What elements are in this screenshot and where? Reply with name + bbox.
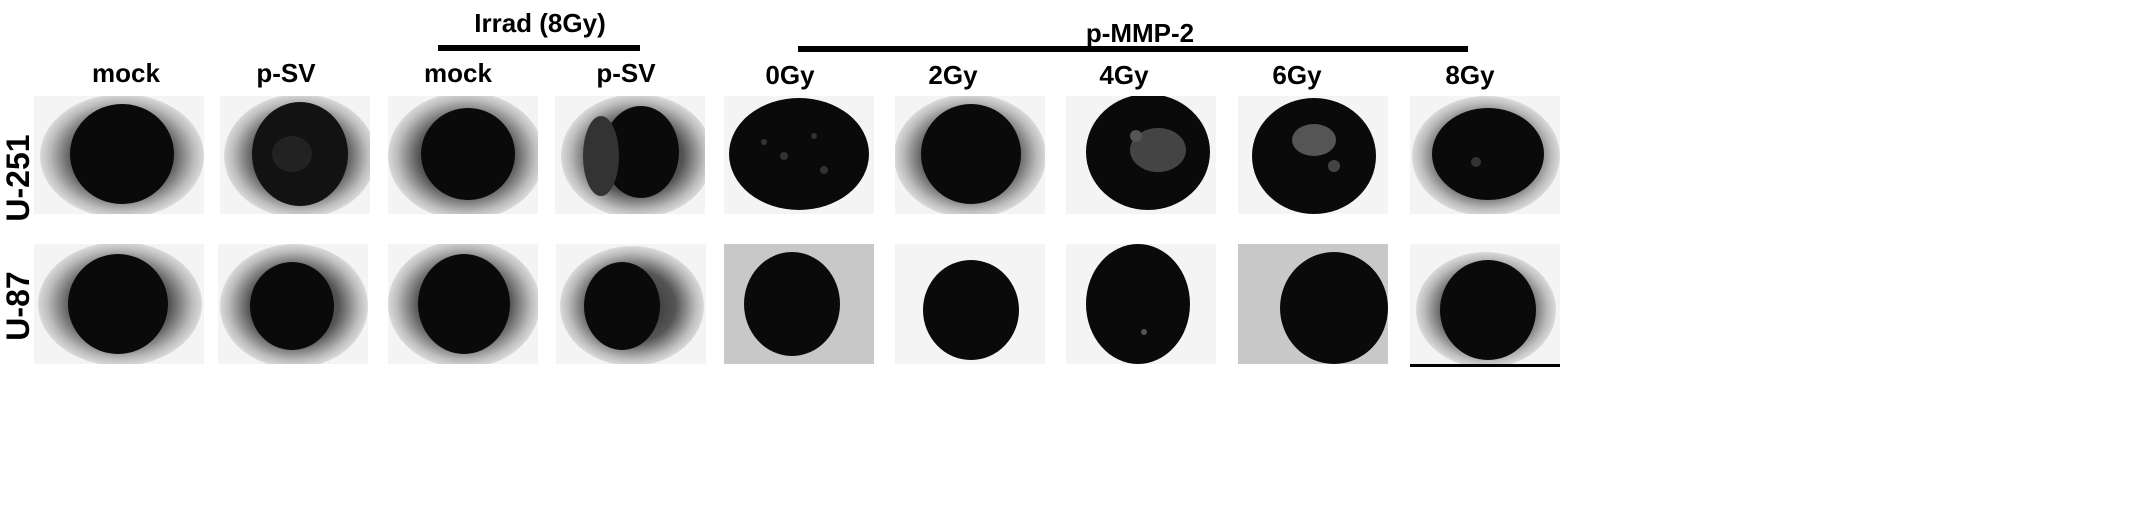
micrograph-u87-2gy bbox=[895, 244, 1045, 364]
micrograph-u87-irrad-mock bbox=[388, 244, 538, 364]
column-header-irrad-psv: p-SV bbox=[596, 58, 656, 88]
column-header-8gy: 8Gy bbox=[1445, 60, 1495, 90]
micrograph-u87-mock bbox=[34, 244, 204, 364]
micrograph-u251-2gy bbox=[895, 96, 1045, 214]
group-line-pmmp2 bbox=[798, 46, 1468, 52]
micrograph-u87-6gy bbox=[1238, 244, 1388, 364]
column-header-0gy: 0Gy bbox=[765, 60, 815, 90]
micrograph-u251-psv bbox=[220, 96, 370, 214]
group-label-pmmp2: p-MMP-2 bbox=[1085, 18, 1195, 48]
micrograph-u87-irrad-psv bbox=[556, 244, 706, 364]
micrograph-u87-0gy bbox=[724, 244, 874, 364]
micrograph-u251-8gy bbox=[1410, 96, 1560, 214]
micrograph-u251-irrad-psv bbox=[555, 96, 705, 214]
group-label-irrad: Irrad (8Gy) bbox=[474, 8, 606, 38]
micrograph-u87-8gy bbox=[1410, 244, 1560, 364]
micrograph-u251-4gy bbox=[1066, 96, 1216, 214]
micrograph-u87-psv bbox=[218, 244, 368, 364]
row-label-u87: U-87 bbox=[0, 271, 36, 341]
micrograph-u251-irrad-mock bbox=[388, 96, 538, 214]
micrograph-u87-4gy bbox=[1066, 244, 1216, 364]
column-header-psv: p-SV bbox=[256, 58, 316, 88]
scale-bar bbox=[1410, 364, 1560, 367]
column-header-mock: mock bbox=[92, 58, 160, 88]
column-header-irrad-mock: mock bbox=[424, 58, 492, 88]
column-header-6gy: 6Gy bbox=[1272, 60, 1322, 90]
column-header-4gy: 4Gy bbox=[1099, 60, 1149, 90]
micrograph-u251-mock bbox=[34, 96, 204, 214]
micrograph-u251-0gy bbox=[724, 96, 874, 214]
micrograph-u251-6gy bbox=[1238, 96, 1388, 214]
group-line-irrad bbox=[438, 45, 640, 51]
column-header-2gy: 2Gy bbox=[928, 60, 978, 90]
